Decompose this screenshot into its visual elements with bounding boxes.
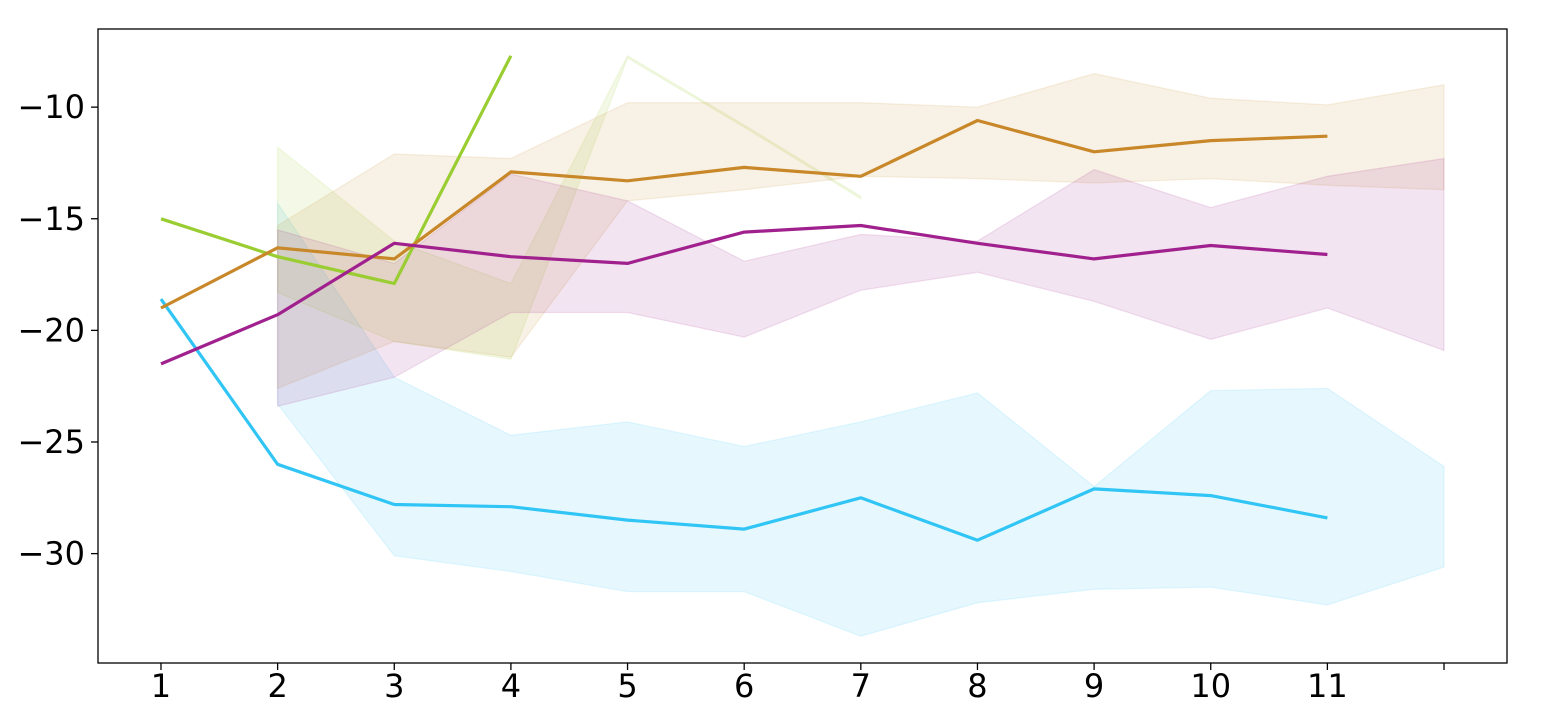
series-3-line	[160, 118, 1328, 310]
x-tick-label: 8	[967, 667, 987, 705]
y-axis: −10 −15 −20 −25 −30	[17, 88, 98, 573]
series-2-line	[160, 55, 513, 286]
y-tick-label: −25	[17, 423, 85, 461]
series-2-band	[276, 54, 862, 361]
plot-frame	[97, 28, 1508, 664]
series-4-line	[160, 223, 1328, 366]
x-tick-label: 7	[851, 667, 871, 705]
series-1-line	[159, 298, 1328, 542]
y-tick-label: −20	[17, 311, 85, 349]
x-tick-label: 4	[501, 667, 521, 705]
x-tick-label: 6	[734, 667, 754, 705]
x-tick-label: 3	[384, 667, 404, 705]
series-lines	[159, 55, 1328, 542]
confidence-bands	[276, 54, 1445, 637]
x-tick-label: 10	[1190, 667, 1231, 705]
y-tick-label: −15	[17, 200, 85, 238]
y-tick-label: −10	[17, 88, 85, 126]
y-tick-label: −30	[17, 535, 85, 573]
series-1-band	[276, 200, 1445, 637]
x-axis: 1 2 3 4 5 6 7 8 9 10 11	[151, 663, 1445, 705]
x-tick-label: 2	[267, 667, 287, 705]
x-tick-label: 9	[1084, 667, 1104, 705]
x-tick-label: 1	[151, 667, 171, 705]
x-tick-label: 5	[617, 667, 637, 705]
series-3-band	[276, 72, 1445, 390]
x-tick-label: 11	[1307, 667, 1348, 705]
